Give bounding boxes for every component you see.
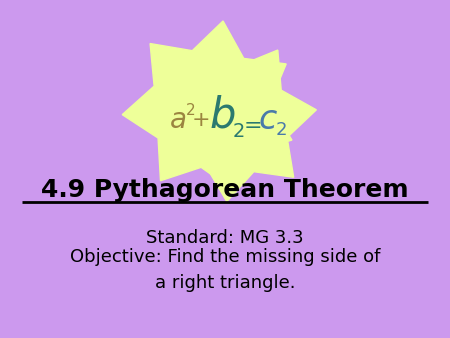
Text: $2$: $2$	[275, 121, 287, 139]
Text: Objective: Find the missing side of
a right triangle.: Objective: Find the missing side of a ri…	[70, 248, 380, 291]
Text: $2$: $2$	[185, 102, 195, 118]
Polygon shape	[158, 43, 316, 201]
Text: $+$: $+$	[191, 109, 209, 131]
Text: $=$: $=$	[238, 113, 261, 135]
Text: $2$: $2$	[232, 123, 244, 141]
Text: $b$: $b$	[209, 95, 235, 137]
Text: $a$: $a$	[169, 106, 187, 134]
Text: $c$: $c$	[258, 104, 278, 136]
Polygon shape	[122, 21, 292, 192]
Text: 4.9 Pythagorean Theorem: 4.9 Pythagorean Theorem	[41, 178, 409, 202]
Text: Standard: MG 3.3: Standard: MG 3.3	[146, 229, 304, 247]
